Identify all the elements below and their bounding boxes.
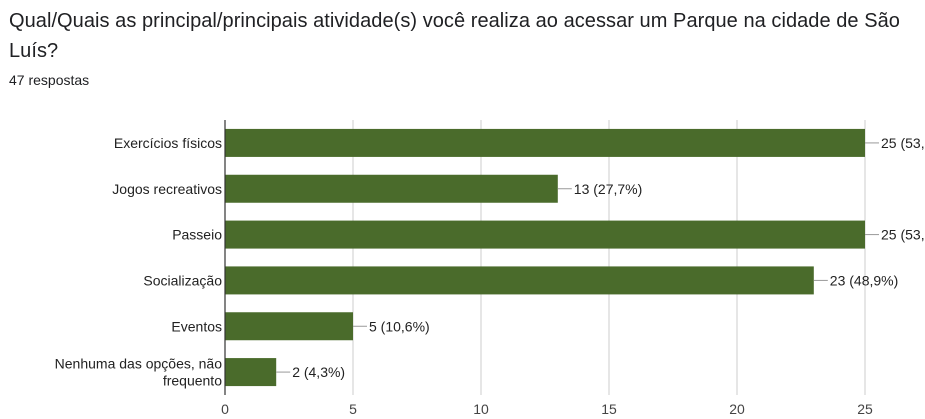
data-label-5: 2 (4,3%)	[292, 364, 345, 380]
x-tick-label-5: 25	[857, 401, 873, 417]
x-tick-label-3: 15	[601, 401, 617, 417]
bar-3	[225, 266, 814, 295]
data-label-3: 23 (48,9%)	[830, 272, 898, 288]
x-tick-label-2: 10	[473, 401, 489, 417]
bar-4	[225, 312, 353, 341]
category-label-5-line-0: Nenhuma das opções, não	[55, 356, 223, 372]
data-label-1: 13 (27,7%)	[574, 181, 642, 197]
question-title: Qual/Quais as principal/principais ativi…	[9, 10, 900, 62]
bar-0	[225, 128, 865, 157]
bar-5	[225, 358, 277, 387]
data-label-0: 25 (53,2%)	[881, 135, 925, 151]
category-label-0: Exercícios físicos	[114, 135, 222, 151]
bar-2	[225, 220, 865, 249]
x-tick-label-1: 5	[349, 401, 357, 417]
category-label-2: Passeio	[172, 227, 222, 243]
category-label-1: Jogos recreativos	[112, 181, 222, 197]
category-label-5-line-1: frequento	[163, 373, 222, 389]
data-label-2: 25 (53,2%)	[881, 227, 925, 243]
category-label-4: Eventos	[171, 318, 222, 334]
bar-1	[225, 174, 558, 203]
x-tick-label-0: 0	[221, 401, 229, 417]
category-label-3: Socialização	[143, 272, 222, 288]
data-label-4: 5 (10,6%)	[369, 318, 430, 334]
response-count: 47 respostas	[9, 72, 90, 88]
x-tick-label-4: 20	[729, 401, 745, 417]
